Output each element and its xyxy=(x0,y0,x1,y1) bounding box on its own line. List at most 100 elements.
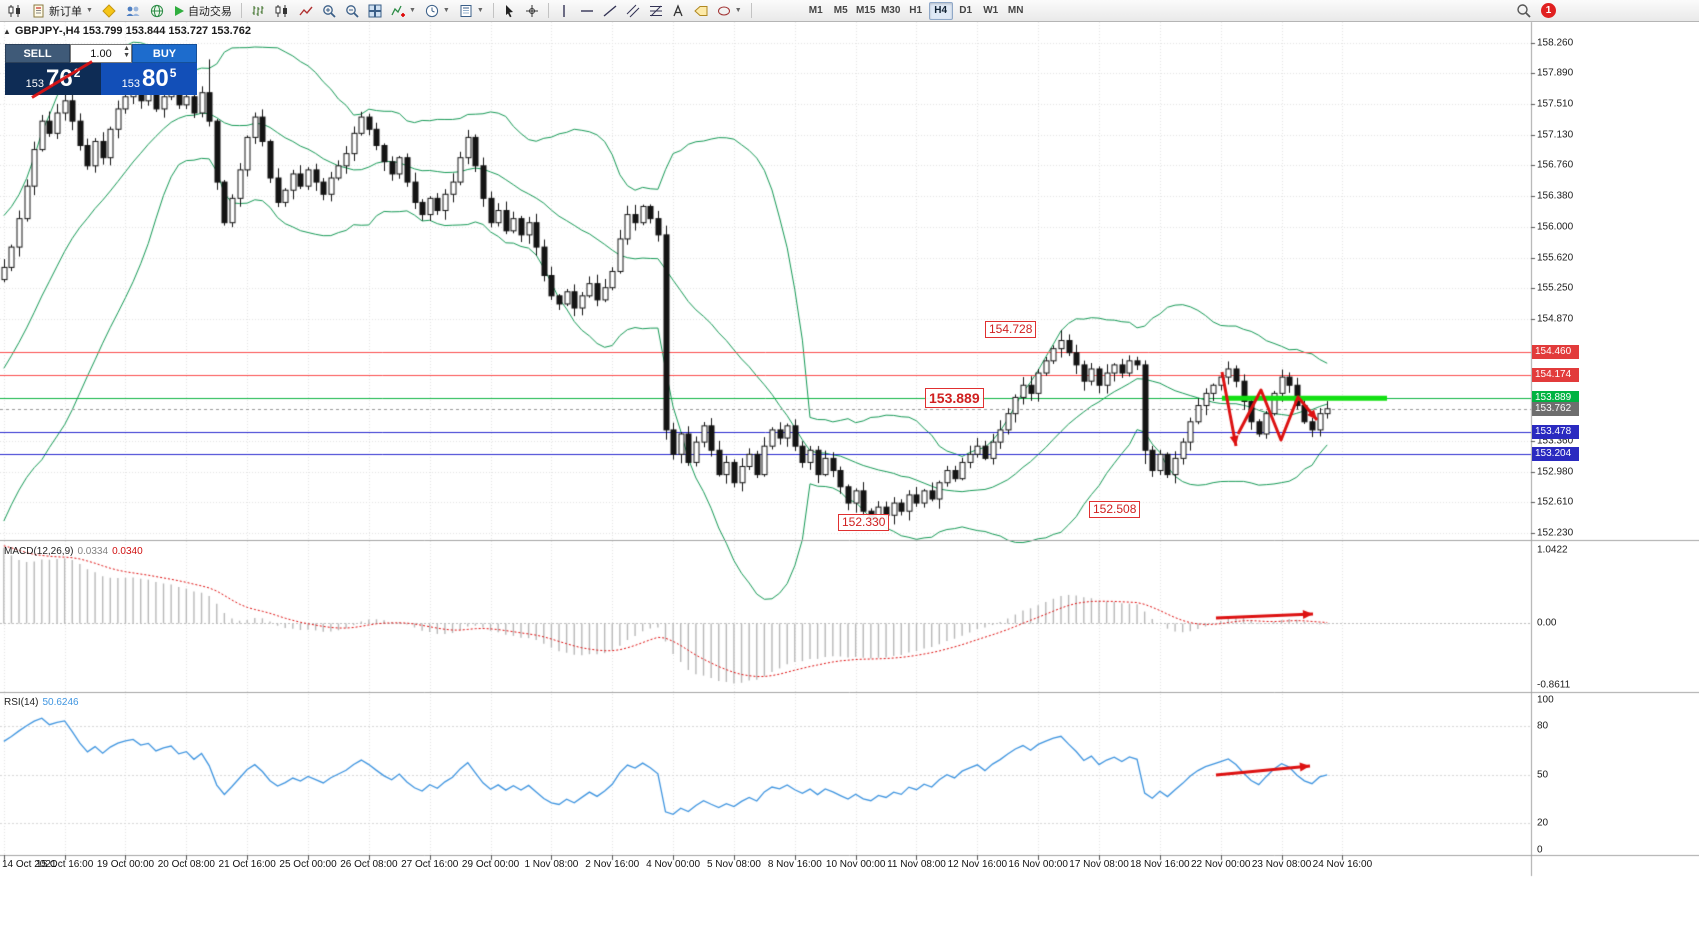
macd-axis-label: 0.00 xyxy=(1537,617,1557,629)
dropdown-arrow-icon: ▼ xyxy=(86,7,93,14)
price-axis-tick: 153.360 xyxy=(1537,435,1574,447)
sell-button[interactable]: SELL xyxy=(5,44,70,63)
one-click-toggle-icon[interactable]: ▲ xyxy=(3,26,11,36)
main-toolbar: 新订单 ▼ 自动交易 ▼ ▼ ▼ ▼ M1 M5 M15 M30 H1 H4 D1 W1 MN 1 xyxy=(0,0,1699,22)
cursor-icon[interactable] xyxy=(499,1,520,20)
vertical-line-icon[interactable] xyxy=(554,1,575,20)
time-axis-label: 21 Oct 16:00 xyxy=(218,859,276,870)
periods-icon[interactable]: ▼ xyxy=(421,1,454,20)
chart-symbol-title: GBPJPY-,H4 153.799 153.844 153.727 153.7… xyxy=(14,25,251,37)
buy-button[interactable]: BUY xyxy=(132,44,197,63)
zoom-in-icon[interactable] xyxy=(318,1,340,20)
buy-price[interactable]: 153 80 5 xyxy=(101,63,197,95)
time-axis-label: 29 Oct 00:00 xyxy=(461,859,520,870)
rsi-panel[interactable] xyxy=(0,694,1531,855)
price-annotation-154.728[interactable]: 154.728 xyxy=(985,321,1037,338)
candlestick-chart-icon[interactable] xyxy=(270,1,294,20)
price-level-box-153.478: 153.478 xyxy=(1532,424,1579,439)
templates-icon[interactable]: ▼ xyxy=(455,1,488,20)
price-axis-tick: 156.000 xyxy=(1537,221,1574,233)
trendline-icon[interactable] xyxy=(599,1,621,20)
main-chart-panel[interactable] xyxy=(0,22,1531,538)
toolbar-separator xyxy=(750,3,752,18)
bar-chart-icon[interactable] xyxy=(247,1,269,20)
price-axis-tick: 156.380 xyxy=(1537,190,1574,202)
price-axis-tick: 157.890 xyxy=(1537,67,1574,79)
rsi-axis-label: 20 xyxy=(1537,817,1549,829)
shapes-icon[interactable]: ▼ xyxy=(713,1,746,20)
text-icon[interactable] xyxy=(668,1,689,20)
time-axis-label: 25 Oct 00:00 xyxy=(279,859,337,870)
line-chart-icon[interactable] xyxy=(295,1,317,20)
community-icon[interactable] xyxy=(121,1,145,20)
timeframe-m5[interactable]: M5 xyxy=(833,5,848,16)
time-axis-label: 8 Nov 16:00 xyxy=(767,859,822,870)
time-axis-label: 26 Oct 08:00 xyxy=(340,859,398,870)
mql5-icon[interactable] xyxy=(146,1,168,20)
price-level-box-154.460: 154.460 xyxy=(1532,344,1579,359)
crosshair-icon[interactable] xyxy=(521,1,543,20)
sell-price[interactable]: 153 76 2 xyxy=(5,63,101,95)
new-order-button[interactable]: 新订单 ▼ xyxy=(28,1,97,20)
price-level-box-154.174: 154.174 xyxy=(1532,368,1579,383)
timeframe-h4[interactable]: H4 xyxy=(928,1,953,20)
price-axis-tick: 156.760 xyxy=(1537,159,1574,171)
dropdown-arrow-icon: ▼ xyxy=(442,7,450,14)
timeframe-h1[interactable]: H1 xyxy=(909,5,923,16)
price-axis-tick: 154.870 xyxy=(1537,313,1574,325)
time-axis-label: 2 Nov 16:00 xyxy=(585,859,640,870)
search-icon[interactable] xyxy=(1512,1,1535,20)
price-axis-tick: 155.250 xyxy=(1537,282,1574,294)
metaquotes-icon[interactable] xyxy=(98,1,120,20)
timeframe-m1[interactable]: M1 xyxy=(808,5,823,16)
toolbar-separator xyxy=(240,3,242,18)
time-axis-label: 16 Nov 00:00 xyxy=(1008,859,1068,870)
channel-icon[interactable] xyxy=(622,1,644,20)
indicators-icon[interactable]: ▼ xyxy=(387,1,420,20)
rsi-axis-label: 80 xyxy=(1537,720,1549,732)
price-axis-tick: 157.130 xyxy=(1537,129,1574,141)
macd-panel[interactable] xyxy=(0,543,1531,690)
auto-arrange-icon[interactable] xyxy=(364,1,386,20)
time-axis-label: 14 Oct 2021 xyxy=(2,859,57,870)
volume-input[interactable]: 1.00 ▲ ▼ xyxy=(70,44,132,63)
timeframe-w1[interactable]: W1 xyxy=(983,5,999,16)
time-axis-label: 18 Nov 16:00 xyxy=(1130,859,1190,870)
timeframe-d1[interactable]: D1 xyxy=(959,5,973,16)
volume-value: 1.00 xyxy=(90,47,112,60)
dropdown-arrow-icon: ▼ xyxy=(408,7,416,14)
timeframe-m30[interactable]: M30 xyxy=(880,5,901,16)
zoom-out-icon[interactable] xyxy=(341,1,363,20)
fibonacci-icon[interactable] xyxy=(645,1,667,20)
price-annotation-152.330[interactable]: 152.330 xyxy=(838,514,890,531)
dropdown-arrow-icon: ▼ xyxy=(734,7,742,14)
chart-window-icon[interactable] xyxy=(3,1,27,20)
time-axis-label: 4 Nov 00:00 xyxy=(646,859,701,870)
timeframe-mn[interactable]: MN xyxy=(1007,5,1024,16)
auto-trading-button-label: 自动交易 xyxy=(187,5,232,18)
horizontal-line-icon[interactable] xyxy=(576,1,598,20)
notification-badge[interactable]: 1 xyxy=(1541,3,1556,18)
price-annotation-152.508[interactable]: 152.508 xyxy=(1089,501,1141,518)
time-axis-label: 17 Nov 08:00 xyxy=(1069,859,1129,870)
time-axis-label: 1 Nov 08:00 xyxy=(524,859,579,870)
price-level-box-153.204: 153.204 xyxy=(1532,446,1579,461)
timeframe-m15[interactable]: M15 xyxy=(855,5,876,16)
time-axis-label: 24 Nov 16:00 xyxy=(1312,859,1373,870)
price-annotation-153.889[interactable]: 153.889 xyxy=(925,388,984,408)
rsi-label: RSI(14) 50.6246 xyxy=(4,697,79,708)
current-price-box: 153.762 xyxy=(1532,401,1579,416)
rsi-axis-label: 50 xyxy=(1537,769,1549,780)
price-axis-tick: 158.260 xyxy=(1537,37,1574,49)
price-axis-tick: 152.610 xyxy=(1537,496,1574,508)
volume-spinner[interactable]: ▲ ▼ xyxy=(123,45,130,59)
volume-down-icon: ▼ xyxy=(123,52,130,59)
time-axis-label: 15 Oct 16:00 xyxy=(36,859,94,870)
time-axis-label: 19 Oct 00:00 xyxy=(96,859,155,870)
auto-trading-button[interactable]: 自动交易 xyxy=(169,1,236,20)
dropdown-arrow-icon: ▼ xyxy=(476,7,484,14)
time-axis-label: 11 Nov 08:00 xyxy=(887,859,946,870)
arrow-label-icon[interactable] xyxy=(690,1,712,20)
time-axis-label: 20 Oct 08:00 xyxy=(157,859,215,870)
